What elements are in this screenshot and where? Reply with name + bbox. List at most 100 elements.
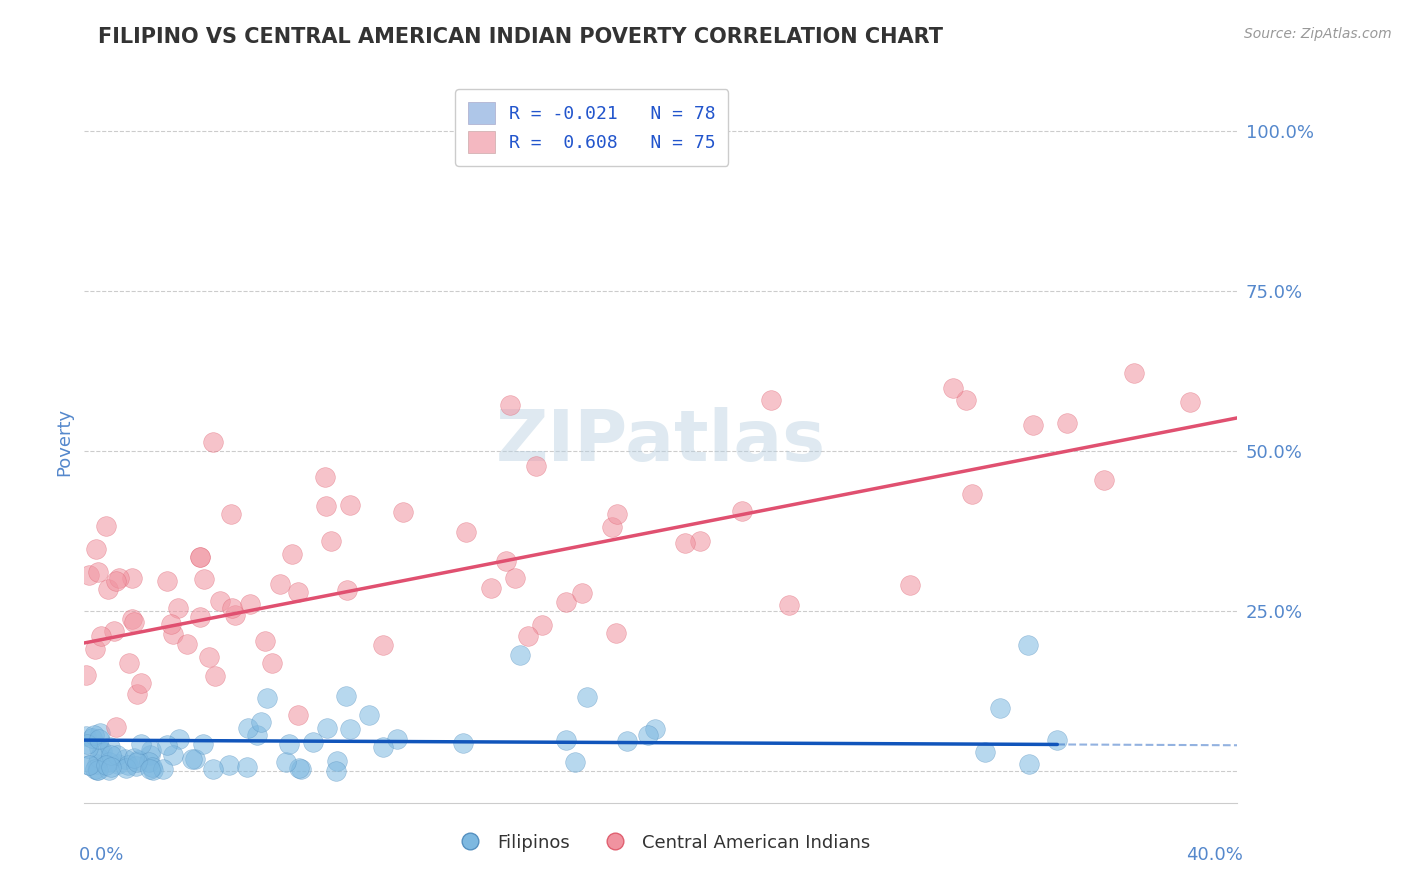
Point [87,750,110,764]
Point [98,764,121,778]
Point [156,574,179,588]
Point [605,625,627,640]
Point [315,500,337,514]
Point [564,755,586,769]
Point [131,737,153,751]
Point [76,738,98,752]
Point [75,729,97,743]
Point [554,732,576,747]
Text: 40.0%: 40.0% [1187,847,1243,864]
Point [167,732,190,747]
Point [201,435,224,450]
Point [221,601,243,615]
Point [87,732,110,747]
Point [84,641,107,656]
Point [302,735,325,749]
Point [326,754,349,768]
Point [731,504,754,518]
Point [115,760,138,774]
Point [87,565,110,579]
Y-axis label: Poverty: Poverty [55,408,73,475]
Point [193,572,215,586]
Point [516,629,538,643]
Point [76,741,98,756]
Point [98,755,121,769]
Point [505,571,527,585]
Point [281,547,304,561]
Point [127,687,149,701]
Point [75,668,97,682]
Point [96,518,118,533]
Point [218,757,240,772]
Point [955,392,977,407]
Point [336,583,359,598]
Point [138,756,160,770]
Point [1092,473,1115,487]
Point [142,764,165,778]
Point [122,615,145,629]
Point [125,759,148,773]
Point [103,624,125,639]
Point [960,487,983,501]
Point [94,757,117,772]
Point [83,728,105,742]
Point [391,505,413,519]
Point [188,550,211,565]
Point [554,594,576,608]
Point [316,722,339,736]
Point [239,597,262,611]
Point [339,723,361,737]
Point [1017,638,1039,652]
Point [278,738,301,752]
Point [97,582,120,596]
Point [160,617,183,632]
Point [176,637,198,651]
Point [1122,366,1144,380]
Point [129,676,152,690]
Point [197,649,219,664]
Point [87,741,110,756]
Point [371,638,394,652]
Text: 0.0%: 0.0% [79,847,124,864]
Point [127,753,149,767]
Point [121,570,143,584]
Point [141,760,163,774]
Point [100,747,122,762]
Point [84,762,107,776]
Point [371,739,394,754]
Point [89,725,111,739]
Point [184,752,207,766]
Point [988,701,1011,715]
Point [80,731,103,745]
Point [246,728,269,742]
Point [276,755,298,769]
Point [1178,395,1201,409]
Point [86,763,108,777]
Point [193,738,215,752]
Point [139,762,162,776]
Point [236,721,259,735]
Point [359,708,381,723]
Point [166,600,188,615]
Point [105,574,128,588]
Point [84,541,107,556]
Point [385,731,408,746]
Point [1046,733,1069,747]
Point [104,720,127,734]
Point [454,524,477,539]
Point [451,736,474,750]
Point [1022,418,1045,433]
Point [180,752,202,766]
Point [479,582,502,596]
Point [77,757,100,772]
Point [122,751,145,765]
Point [898,578,921,592]
Text: FILIPINO VS CENTRAL AMERICAN INDIAN POVERTY CORRELATION CHART: FILIPINO VS CENTRAL AMERICAN INDIAN POVE… [98,27,943,46]
Point [100,760,122,774]
Point [188,610,211,624]
Text: ZIPatlas: ZIPatlas [496,407,825,476]
Point [1056,416,1078,430]
Point [269,577,291,591]
Point [509,648,531,662]
Point [495,554,517,568]
